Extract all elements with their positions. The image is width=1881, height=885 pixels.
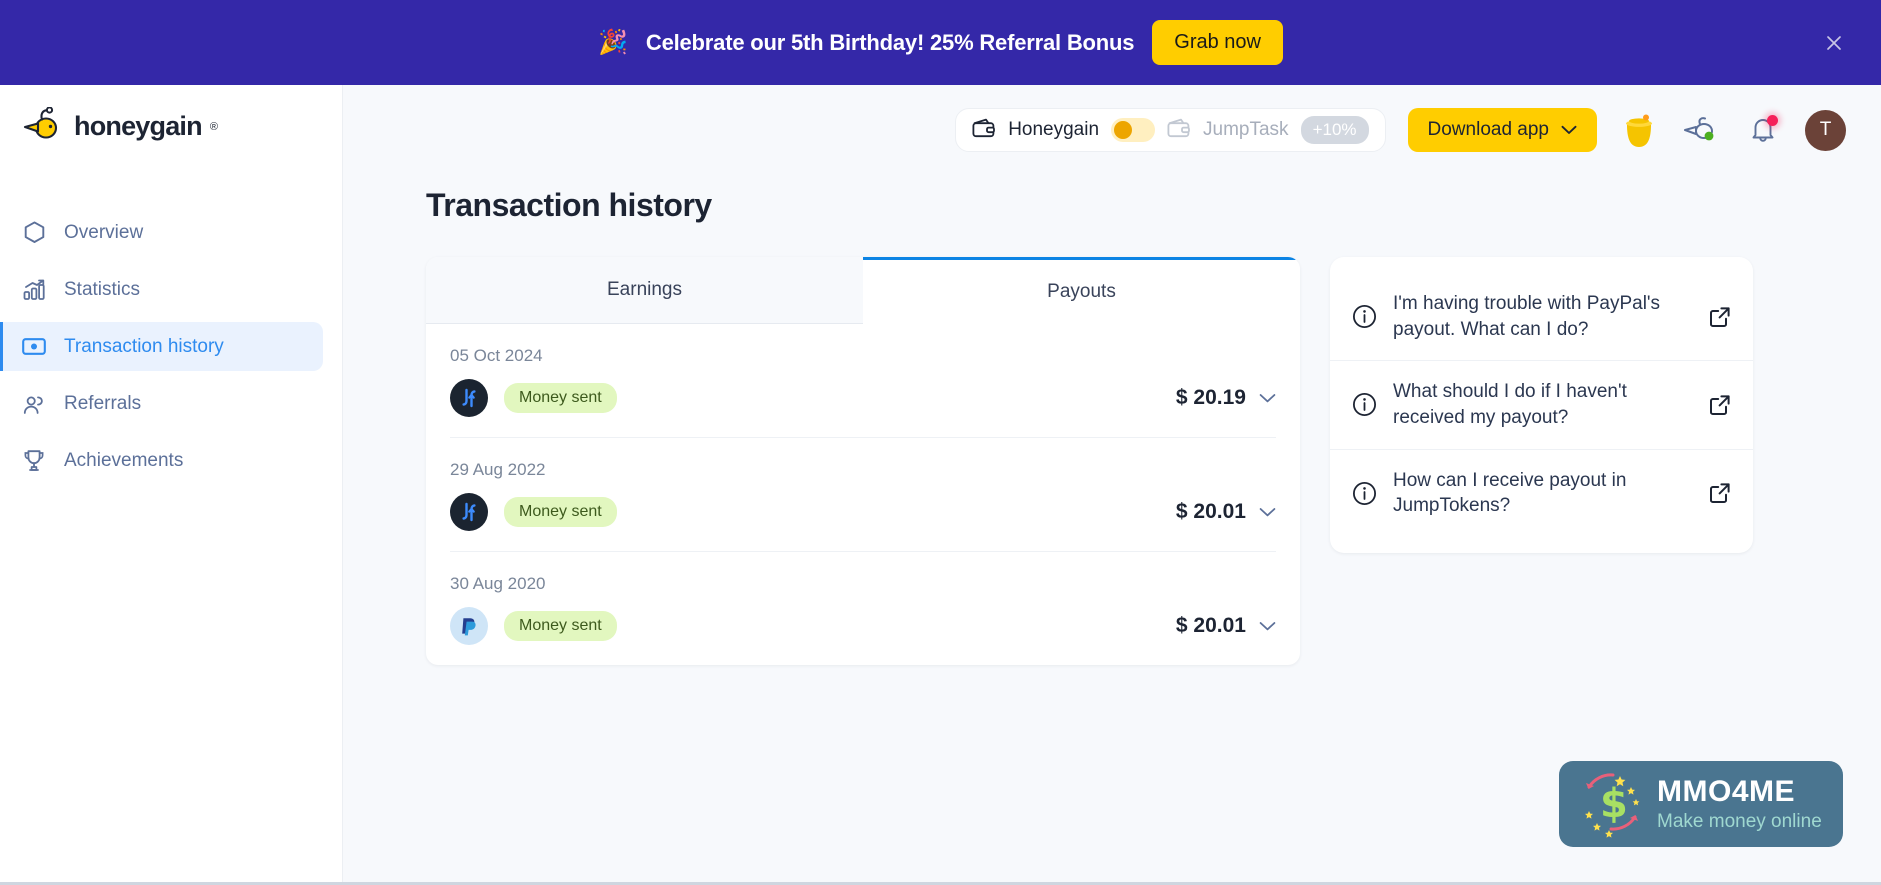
watermark-text: MMO4ME Make money online <box>1657 775 1822 832</box>
app-shell: honeygain ® Overview <box>0 85 1881 885</box>
wallet-icon <box>1167 118 1191 143</box>
watermark-subtitle: Make money online <box>1657 811 1822 832</box>
jumptask-icon <box>450 493 488 531</box>
avatar[interactable]: T <box>1805 109 1846 151</box>
watermark-title: MMO4ME <box>1657 775 1795 808</box>
transaction-amount: $ 20.01 <box>1175 500 1246 523</box>
transactions-card: Earnings Payouts 05 Oct 2024 <box>426 257 1300 665</box>
wallet-jumptask-label: JumpTask <box>1203 119 1289 140</box>
transaction-body: Money sent $ 20.01 <box>450 607 1276 645</box>
sidebar-item-label: Transaction history <box>64 335 224 357</box>
topbar: Honeygain JumpTask +10% Download app <box>343 85 1881 175</box>
transaction-amount-toggle[interactable]: $ 20.01 <box>1176 500 1276 524</box>
sidebar-item-transaction-history[interactable]: Transaction history <box>0 322 323 371</box>
registered-mark: ® <box>209 120 218 133</box>
faq-item-paypal-trouble[interactable]: I'm having trouble with PayPal's payout.… <box>1330 273 1753 362</box>
wallet-toggle[interactable] <box>1111 118 1156 142</box>
table-row[interactable]: 29 Aug 2022 Money sent <box>450 438 1276 552</box>
info-circle-icon <box>1352 304 1377 329</box>
sidebar-item-achievements[interactable]: Achievements <box>0 436 342 485</box>
transaction-date: 05 Oct 2024 <box>450 346 543 365</box>
download-app-label: Download app <box>1427 119 1549 140</box>
chevron-down-icon <box>1561 119 1577 141</box>
external-link-icon[interactable] <box>1709 482 1731 504</box>
sidebar-item-referrals[interactable]: Referrals <box>0 379 342 428</box>
transaction-amount-toggle[interactable]: $ 20.01 <box>1176 614 1276 638</box>
faq-item-label: How can I receive payout in JumpTokens? <box>1393 469 1627 517</box>
main-content: Transaction history Earnings Payouts 05 … <box>343 175 1881 882</box>
bar-chart-icon <box>22 278 46 302</box>
sidebar-item-label: Achievements <box>64 449 184 471</box>
content-row: Earnings Payouts 05 Oct 2024 <box>426 257 1881 665</box>
status-badge: Money sent <box>504 383 617 413</box>
faq-item-label: What should I do if I haven't received m… <box>1393 381 1627 428</box>
wallet-honeygain-label: Honeygain <box>1008 119 1100 140</box>
sidebar-item-statistics[interactable]: Statistics <box>0 265 342 314</box>
money-note-icon <box>22 335 46 359</box>
chevron-down-icon <box>1259 500 1276 524</box>
toggle-knob <box>1114 121 1133 139</box>
status-badge: Money sent <box>504 497 617 527</box>
hexagon-icon <box>22 221 46 245</box>
svg-text:$: $ <box>1600 781 1628 827</box>
transaction-list: 05 Oct 2024 Money sent <box>426 324 1300 665</box>
trophy-icon <box>22 449 46 473</box>
page-title: Transaction history <box>426 187 712 223</box>
bee-icon[interactable] <box>1681 110 1721 150</box>
bonus-badge: +10% <box>1300 116 1369 144</box>
sidebar-item-overview[interactable]: Overview <box>0 208 342 257</box>
chevron-down-icon <box>1259 614 1276 638</box>
download-app-button[interactable]: Download app <box>1407 108 1597 152</box>
transaction-amount: $ 20.01 <box>1175 614 1246 637</box>
external-link-icon[interactable] <box>1709 394 1731 416</box>
promo-message: Celebrate our 5th Birthday! 25% Referral… <box>645 29 1135 55</box>
chevron-down-icon <box>1259 386 1276 410</box>
grab-now-button[interactable]: Grab now <box>1152 20 1283 65</box>
faq-item-not-received[interactable]: What should I do if I haven't received m… <box>1330 361 1753 450</box>
transaction-date: 30 Aug 2020 <box>450 574 546 593</box>
external-link-icon[interactable] <box>1709 306 1731 328</box>
status-badge: Money sent <box>504 611 617 641</box>
sidebar-item-label: Referrals <box>64 392 142 414</box>
transaction-body: Money sent $ 20.19 <box>450 379 1276 417</box>
close-icon[interactable] <box>1817 26 1851 60</box>
people-icon <box>22 392 46 416</box>
transaction-date: 29 Aug 2022 <box>450 460 546 479</box>
faq-card: I'm having trouble with PayPal's payout.… <box>1330 257 1753 553</box>
brand-name: honeygain <box>74 111 203 141</box>
transaction-amount: $ 20.19 <box>1175 386 1246 409</box>
transaction-amount-toggle[interactable]: $ 20.19 <box>1176 386 1276 410</box>
dollar-stars-icon: $ <box>1573 763 1651 846</box>
sidebar-item-label: Overview <box>64 221 144 243</box>
tab-payouts[interactable]: Payouts <box>863 257 1300 324</box>
paypal-icon <box>450 607 488 645</box>
sidebar-nav: Overview Statistics <box>0 208 342 485</box>
bottom-strip <box>0 882 1881 885</box>
notification-badge <box>1767 115 1778 126</box>
promo-content: 🎉 Celebrate our 5th Birthday! 25% Referr… <box>598 20 1283 65</box>
bell-icon[interactable] <box>1743 110 1783 150</box>
info-circle-icon <box>1352 481 1377 506</box>
transaction-tabs: Earnings Payouts <box>426 257 1300 324</box>
sidebar: honeygain ® Overview <box>0 85 343 882</box>
sidebar-item-label: Statistics <box>64 278 141 300</box>
jumptask-icon <box>450 379 488 417</box>
faq-item-label: I'm having trouble with PayPal's payout.… <box>1393 293 1661 340</box>
table-row[interactable]: 30 Aug 2020 Money sent $ 20.01 <box>450 552 1276 665</box>
watermark-mmo4me: $ MMO4ME Make money online <box>1559 761 1843 847</box>
wallet-icon <box>972 118 996 143</box>
promo-banner: 🎉 Celebrate our 5th Birthday! 25% Referr… <box>0 0 1881 85</box>
transaction-body: Money sent $ 20.01 <box>450 493 1276 531</box>
table-row[interactable]: 05 Oct 2024 Money sent <box>450 324 1276 438</box>
info-circle-icon <box>1352 392 1377 417</box>
party-popper-icon: 🎉 <box>598 28 628 56</box>
tab-earnings[interactable]: Earnings <box>426 257 863 324</box>
brand-logo[interactable]: honeygain ® <box>0 85 342 146</box>
wallet-switcher[interactable]: Honeygain JumpTask +10% <box>955 108 1386 152</box>
faq-item-jumptokens[interactable]: How can I receive payout in JumpTokens? <box>1330 450 1753 537</box>
honeypot-icon[interactable] <box>1619 110 1659 150</box>
bee-logo-icon <box>20 106 66 146</box>
